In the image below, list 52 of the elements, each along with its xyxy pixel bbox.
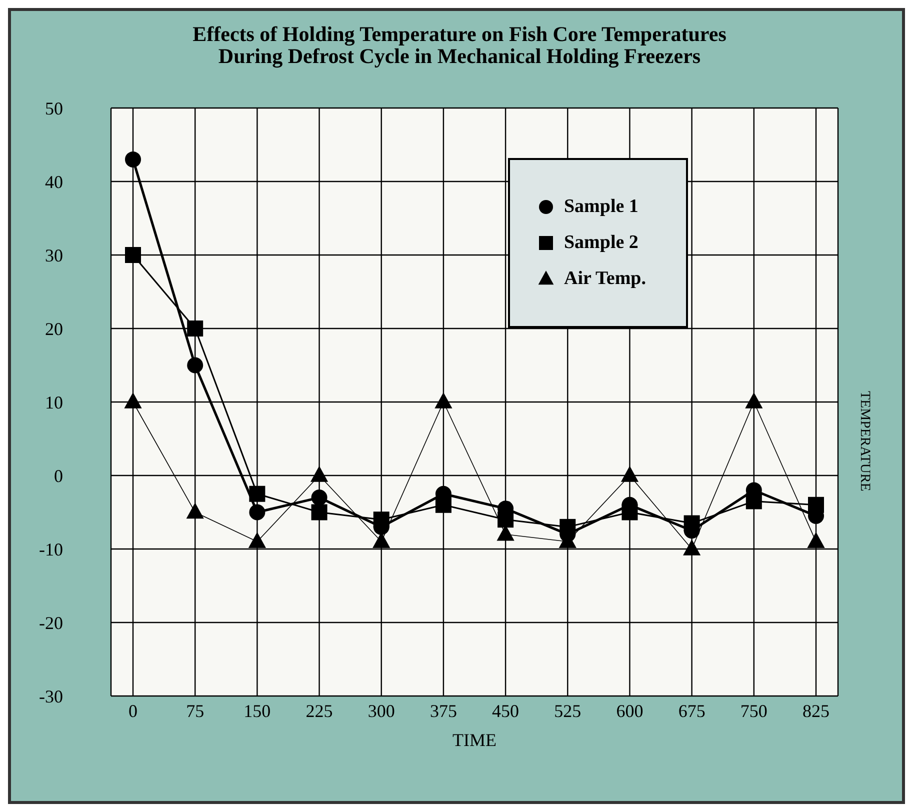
point [684, 515, 700, 532]
point [186, 502, 204, 519]
point [311, 504, 328, 520]
x-tick-label: 0 [128, 700, 138, 721]
x-tick-label: 375 [430, 700, 457, 721]
x-tick-label: 600 [616, 700, 644, 721]
point [373, 512, 390, 528]
point [622, 504, 638, 520]
point [187, 320, 204, 336]
point [620, 466, 639, 482]
point [248, 532, 266, 548]
point [746, 493, 762, 510]
y-tick-label: -30 [39, 686, 63, 706]
y-tick-label: -10 [39, 539, 63, 560]
point [249, 486, 266, 502]
x-tick-label: 825 [802, 700, 830, 721]
legend-label: Sample 1 [564, 196, 638, 218]
x-tick-label: 450 [492, 700, 520, 721]
point [125, 151, 141, 168]
point [124, 392, 142, 408]
point [249, 504, 266, 520]
x-tick-label: 75 [186, 700, 204, 721]
point [560, 518, 576, 535]
x-tick-label: 300 [368, 700, 395, 721]
point [807, 532, 825, 548]
point [187, 357, 204, 374]
y-tick-label: 0 [54, 466, 63, 486]
y-tick-label: -20 [39, 612, 63, 633]
y-tick-label: 30 [45, 245, 63, 266]
y-tick-label: 40 [45, 172, 63, 192]
chart-title: Effects of Holding Temperature on Fish Core Temperatures During Defrost Cycle in Mechanical Holding Freezers [192, 22, 728, 68]
point [435, 496, 452, 513]
point [745, 392, 763, 408]
x-tick-label: 750 [740, 700, 768, 721]
y-tick-label: 10 [45, 392, 63, 412]
point [125, 247, 141, 263]
point [311, 490, 328, 506]
x-tick-label: 675 [678, 700, 706, 721]
x-axis-title: TIME [452, 730, 496, 750]
point [310, 466, 328, 482]
legend-label: Sample 2 [564, 232, 638, 254]
y-axis-title: TEMPERATURE [856, 391, 872, 492]
legend-label: Air Temp. [564, 268, 646, 290]
point [683, 539, 701, 556]
point [434, 392, 452, 408]
point [498, 512, 514, 528]
y-tick-label: 20 [45, 318, 63, 339]
y-tick-label: 50 [45, 98, 63, 118]
x-tick-label: 150 [244, 700, 271, 721]
x-tick-label: 525 [554, 700, 582, 721]
x-tick-label: 225 [306, 700, 333, 721]
point [808, 496, 824, 513]
